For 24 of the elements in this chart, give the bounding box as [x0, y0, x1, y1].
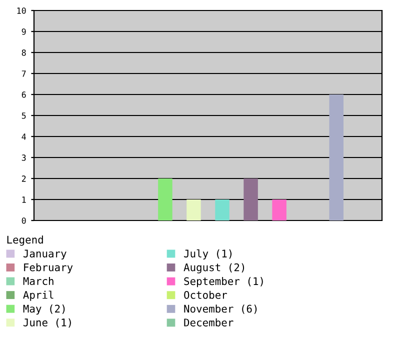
legend-label: February	[24, 263, 73, 274]
legend-label: January	[23, 250, 66, 260]
legend-label: March	[23, 276, 54, 286]
y-tick-label: 4	[22, 134, 26, 140]
y-tick-label: 9	[22, 28, 26, 35]
y-tick-label: 8	[22, 50, 26, 56]
y-tick-label: 5	[22, 112, 26, 119]
legend-label: September (1)	[184, 277, 263, 288]
y-tick-label: 1	[22, 196, 26, 203]
legend-label: April	[23, 290, 54, 301]
y-tick-label: 0	[22, 218, 26, 224]
y-tick-label: 2	[22, 176, 26, 182]
legend-label: June (1)	[23, 318, 71, 328]
y-tick-label: 3	[22, 154, 26, 161]
legend-label: August (2)	[184, 263, 244, 274]
legend-label: May (2)	[23, 304, 65, 315]
legend-label: July (1)	[184, 249, 232, 260]
y-tick-label: 6	[22, 92, 26, 98]
legend-title: Legend	[7, 236, 43, 246]
legend-label: October	[184, 290, 228, 299]
legend-label: November (6)	[184, 304, 257, 314]
legend-label: December	[184, 318, 234, 326]
y-tick-label: 10	[17, 8, 26, 14]
y-tick-label: 7	[22, 70, 26, 77]
